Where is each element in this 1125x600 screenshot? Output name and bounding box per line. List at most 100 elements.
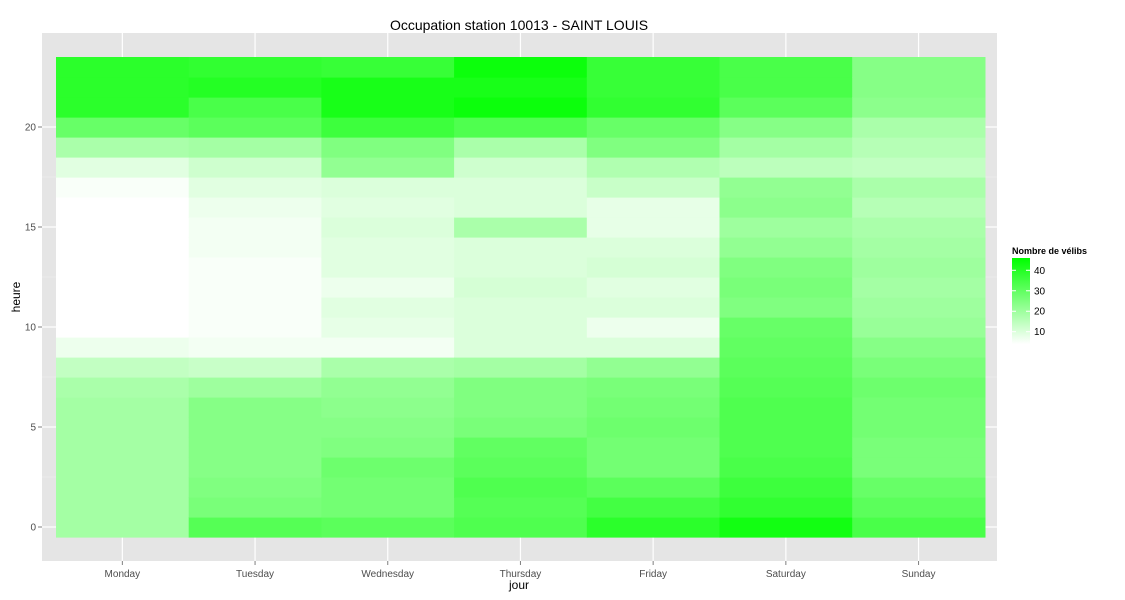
legend: Nombre de vélibs 10 20 30 40 <box>1012 246 1087 344</box>
x-axis: Monday Tuesday Wednesday Thursday Friday Satu… <box>105 561 936 580</box>
heatmap-cell <box>188 297 322 318</box>
heatmap-cell <box>719 377 853 398</box>
heatmap-cell <box>188 177 322 198</box>
heatmap-cell <box>454 177 588 198</box>
heatmap-cell <box>454 277 588 298</box>
heatmap-cell <box>852 77 986 98</box>
heatmap-cell <box>56 277 190 298</box>
heatmap-cell <box>321 277 455 298</box>
heatmap-cell <box>321 97 455 118</box>
heatmap-cell <box>586 177 721 198</box>
heatmap-cell <box>719 157 853 178</box>
heatmap-cell <box>56 417 190 438</box>
heatmap-cell <box>188 477 322 498</box>
heatmap-cell <box>454 197 588 218</box>
heatmap-cell <box>454 357 588 378</box>
heatmap-cell <box>321 177 455 198</box>
heatmap-cell <box>852 217 986 238</box>
heatmap-cell <box>586 437 721 458</box>
heatmap-cell <box>56 337 190 358</box>
heatmap-cell <box>56 177 190 198</box>
heatmap-cell <box>586 457 721 478</box>
heatmap-cell <box>852 377 986 398</box>
heatmap-cell <box>454 477 588 498</box>
heatmap-cell <box>56 377 190 398</box>
heatmap-cells <box>56 57 986 538</box>
heatmap-cell <box>719 437 853 458</box>
heatmap-cell <box>719 137 853 158</box>
heatmap-cell <box>586 337 721 358</box>
heatmap-cell <box>454 117 588 138</box>
heatmap-cell <box>56 57 190 78</box>
heatmap-cell <box>188 257 322 278</box>
heatmap-cell <box>321 517 455 538</box>
heatmap-cell <box>321 57 455 78</box>
x-tick-label: Sunday <box>902 569 936 580</box>
heatmap-cell <box>321 417 455 438</box>
heatmap-cell <box>586 197 721 218</box>
x-tick-label: Friday <box>639 569 667 580</box>
heatmap-cell <box>56 217 190 238</box>
x-axis-title: jour <box>508 578 529 592</box>
heatmap-cell <box>321 337 455 358</box>
heatmap-cell <box>719 337 853 358</box>
heatmap-cell <box>188 57 322 78</box>
heatmap-cell <box>719 317 853 338</box>
heatmap-cell <box>852 417 986 438</box>
heatmap-cell <box>321 497 455 518</box>
heatmap-cell <box>586 417 721 438</box>
heatmap-cell <box>719 297 853 318</box>
heatmap-cell <box>56 157 190 178</box>
heatmap-cell <box>852 437 986 458</box>
heatmap-cell <box>852 197 986 218</box>
heatmap-cell <box>852 237 986 258</box>
heatmap-cell <box>586 157 721 178</box>
heatmap-cell <box>852 277 986 298</box>
heatmap-cell <box>852 337 986 358</box>
heatmap-cell <box>188 237 322 258</box>
heatmap-cell <box>321 117 455 138</box>
heatmap-cell <box>56 297 190 318</box>
heatmap-cell <box>454 257 588 278</box>
heatmap-cell <box>56 97 190 118</box>
heatmap-cell <box>719 277 853 298</box>
heatmap-cell <box>321 297 455 318</box>
heatmap-cell <box>586 217 721 238</box>
heatmap-cell <box>852 97 986 118</box>
heatmap-cell <box>586 297 721 318</box>
heatmap-cell <box>454 517 588 538</box>
y-axis: 0 5 10 15 20 <box>25 123 42 534</box>
heatmap-cell <box>586 277 721 298</box>
heatmap-cell <box>321 317 455 338</box>
heatmap-cell <box>454 77 588 98</box>
heatmap-cell <box>719 217 853 238</box>
heatmap-cell <box>321 197 455 218</box>
heatmap-cell <box>56 397 190 418</box>
heatmap-cell <box>56 497 190 518</box>
heatmap-cell <box>586 357 721 378</box>
heatmap-cell <box>321 397 455 418</box>
heatmap-cell <box>188 417 322 438</box>
heatmap-cell <box>188 117 322 138</box>
heatmap-cell <box>321 137 455 158</box>
heatmap-cell <box>188 437 322 458</box>
heatmap-cell <box>188 77 322 98</box>
heatmap-cell <box>852 357 986 378</box>
heatmap-cell <box>454 137 588 158</box>
heatmap-cell <box>586 237 721 258</box>
heatmap-cell <box>586 117 721 138</box>
heatmap-cell <box>321 157 455 178</box>
heatmap-cell <box>454 97 588 118</box>
heatmap-cell <box>188 337 322 358</box>
heatmap-cell <box>852 117 986 138</box>
y-tick-label: 5 <box>30 423 36 434</box>
heatmap-cell <box>454 417 588 438</box>
heatmap-cell <box>188 497 322 518</box>
heatmap-cell <box>454 57 588 78</box>
heatmap-cell <box>852 517 986 538</box>
heatmap-cell <box>586 97 721 118</box>
heatmap-cell <box>56 357 190 378</box>
heatmap-cell <box>454 397 588 418</box>
heatmap-cell <box>852 317 986 338</box>
